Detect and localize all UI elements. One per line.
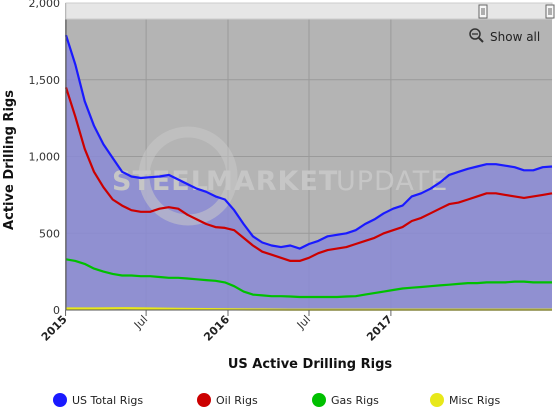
x-tick-label: Jul (294, 313, 313, 332)
x-tick-label: 2016 (201, 313, 232, 344)
show-all-button[interactable]: Show all (469, 28, 540, 44)
x-tick-label: Jul (131, 313, 150, 332)
x-tick-label: 2017 (364, 313, 395, 344)
legend-marker (53, 393, 67, 407)
series-line-gas-rigs (65, 258, 552, 299)
legend-item-gas-rigs[interactable]: Gas Rigs (312, 393, 379, 407)
navigator-handle-right[interactable] (545, 4, 555, 19)
x-tick-label: 2015 (39, 313, 70, 344)
x-axis-label: US Active Drilling Rigs (228, 357, 393, 372)
navigator[interactable] (65, 2, 555, 20)
watermark-text-market: MARKET (206, 166, 338, 197)
legend-label: Oil Rigs (216, 394, 258, 407)
legend-marker (312, 393, 326, 407)
watermark: STEEL MARKET UPDATE (112, 126, 448, 226)
legend-item-oil-rigs[interactable]: Oil Rigs (197, 393, 258, 407)
y-tick-label: 1,500 (29, 74, 61, 87)
legend-item-us-total-rigs[interactable]: US Total Rigs (53, 393, 143, 407)
zoom-out-icon-handle (478, 37, 484, 43)
show-all-label[interactable]: Show all (490, 30, 540, 44)
zoom-out-icon (469, 28, 481, 40)
legend-marker (430, 393, 444, 407)
legend-label: Gas Rigs (331, 394, 379, 407)
legend-label: US Total Rigs (72, 394, 143, 407)
watermark-text-steel: STEEL (112, 166, 209, 197)
legend-label: Misc Rigs (449, 394, 501, 407)
y-tick-label: 0 (53, 304, 60, 317)
y-tick-label: 2,000 (29, 0, 61, 10)
y-tick-label: 1,000 (29, 151, 61, 164)
y-tick-label: 500 (39, 227, 60, 240)
legend-marker (197, 393, 211, 407)
watermark-logo-ring (138, 126, 238, 226)
series-line-oil-rigs (64, 87, 553, 262)
legend-item-misc-rigs[interactable]: Misc Rigs (430, 393, 501, 407)
series-areas (66, 35, 552, 310)
y-axis-label: Active Drilling Rigs (2, 90, 17, 230)
navigator-handle-left[interactable] (478, 4, 488, 19)
area-us-total-rigs (66, 35, 552, 310)
series-line-us-total-rigs (64, 34, 553, 250)
legend: US Total Rigs Oil Rigs Gas Rigs Misc Rigs (53, 393, 501, 407)
watermark-text-update: UPDATE (336, 166, 448, 197)
